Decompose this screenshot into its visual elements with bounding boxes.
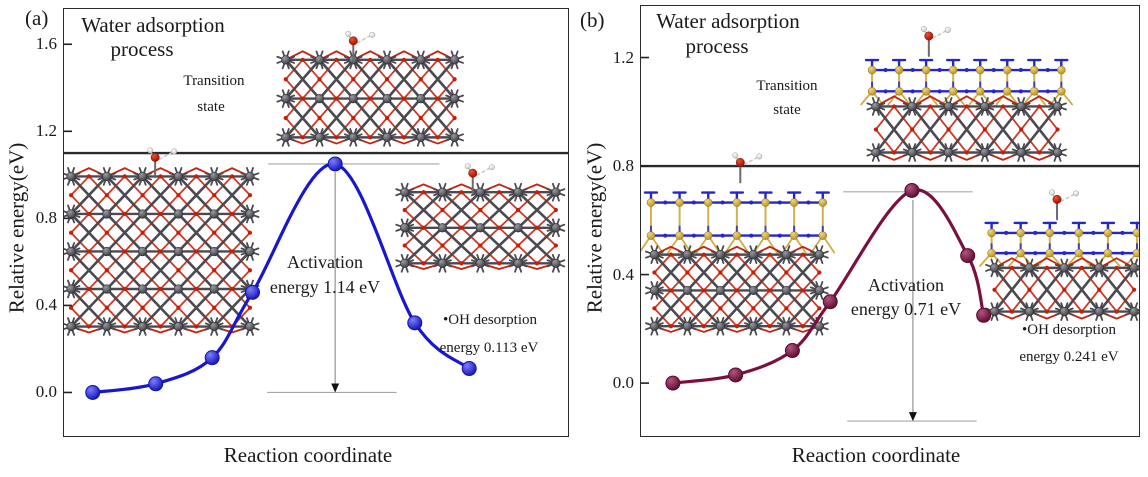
- energy-data-points: [85, 156, 477, 400]
- y-tick-label: 1.2: [612, 47, 634, 67]
- activation-energy-label-a-line1: Activation: [287, 252, 363, 272]
- data-point-marker: [461, 361, 477, 377]
- x-axis-label-b: Reaction coordinate: [791, 443, 961, 467]
- water-adsorption-title-b-line1: Water adsorption: [656, 9, 800, 33]
- initial-state-structure: [64, 147, 260, 336]
- energy-data-points: [665, 182, 992, 391]
- data-point-marker: [148, 376, 164, 392]
- activation-energy-guides: [267, 163, 440, 394]
- y-tick-label: 0.0: [612, 373, 634, 393]
- arrow-head-icon: [331, 383, 340, 393]
- transition-state-label-a-line1: Transition: [183, 73, 245, 89]
- water-adsorption-title-a-line1: Water adsorption: [81, 13, 225, 37]
- y-tick-label: 0.4: [612, 264, 634, 284]
- data-point-marker: [244, 284, 260, 300]
- panel-a-label: (a): [25, 6, 49, 30]
- water-adsorption-title-a-line2: process: [110, 37, 174, 61]
- y-tick-label: 1.2: [35, 121, 57, 141]
- y-axis-ticks: [641, 56, 649, 384]
- transition-state-label-b-line2: state: [773, 102, 801, 118]
- y-tick-label: 0.8: [35, 208, 57, 228]
- data-point-marker: [327, 156, 343, 172]
- energy-diagram-a: [64, 30, 568, 400]
- y-tick-label: 1.6: [35, 34, 57, 54]
- water-adsorption-title-b-line2: process: [685, 34, 749, 58]
- data-point-marker: [784, 343, 800, 359]
- activation-energy-label-b-line1: Activation: [868, 275, 944, 295]
- final-state-structure: [395, 163, 566, 273]
- transition-state-structure: [276, 30, 464, 147]
- final-state-structure: [979, 189, 1139, 321]
- data-point-marker: [960, 248, 976, 264]
- oh-desorption-label-a-line2: energy 0.113 eV: [439, 340, 539, 356]
- energy-diagram-b: [641, 26, 1139, 422]
- transition-state-structure: [860, 26, 1074, 162]
- oh-desorption-label-b-line2: energy 0.241 eV: [1019, 349, 1119, 365]
- transition-state-label-a-line2: state: [197, 99, 225, 115]
- initial-state-structure: [641, 152, 836, 336]
- y-tick-label: 0.4: [35, 295, 57, 315]
- data-point-marker: [976, 307, 992, 323]
- panel-a: Water adsorption process Transition stat…: [63, 8, 569, 437]
- transition-state-label-b-line1: Transition: [756, 78, 818, 94]
- panel-b-label: (b): [580, 8, 605, 32]
- activation-energy-label-b-line2: energy 0.71 eV: [850, 299, 962, 319]
- panel-b: Water adsorption process Transition stat…: [640, 5, 1140, 437]
- x-axis-label-a: Reaction coordinate: [223, 443, 393, 467]
- y-tick-label: 0.8: [612, 156, 634, 176]
- activation-energy-label-a-line2: energy 1.14 eV: [269, 277, 381, 297]
- oh-desorption-label-b-line1: •OH desorption: [1022, 322, 1116, 338]
- arrow-head-icon: [908, 412, 917, 422]
- data-point-marker: [85, 384, 101, 400]
- y-tick-label: 0.0: [35, 382, 57, 402]
- oh-desorption-label-a-line1: •OH desorption: [443, 312, 537, 328]
- data-point-marker: [822, 294, 838, 310]
- data-point-marker: [204, 350, 220, 366]
- data-point-marker: [904, 182, 920, 198]
- data-point-marker: [665, 375, 681, 391]
- data-point-marker: [728, 367, 744, 383]
- data-point-marker: [407, 315, 423, 331]
